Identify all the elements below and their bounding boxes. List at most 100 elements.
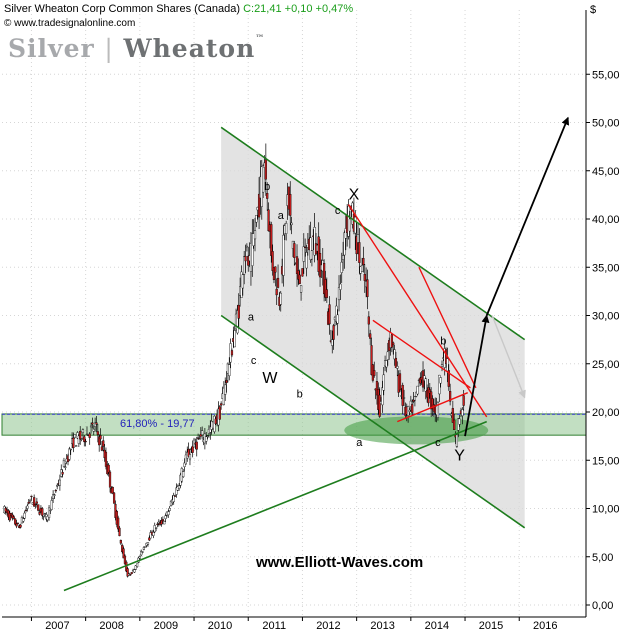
candle-body <box>355 236 358 255</box>
candle-body <box>276 277 280 288</box>
candle-body <box>198 438 201 440</box>
candle-body <box>341 255 345 260</box>
candle-body <box>462 395 465 406</box>
candle-body <box>230 350 234 356</box>
support-trendline <box>63 420 488 592</box>
candle-body <box>393 349 396 360</box>
candle-body <box>431 398 434 410</box>
candle-body <box>15 523 18 527</box>
candle-body <box>178 485 181 489</box>
candle-body <box>267 209 270 232</box>
candle-body <box>199 434 202 437</box>
candle-body <box>257 193 261 218</box>
candle-body <box>446 358 449 372</box>
projection-arrow <box>485 116 570 316</box>
candle-body <box>27 501 30 504</box>
candle-body <box>427 387 430 404</box>
candle-body <box>332 325 335 340</box>
candle-body <box>309 237 312 260</box>
candle-body <box>47 507 51 518</box>
candle-body <box>301 268 304 277</box>
candle-body <box>224 384 227 395</box>
candle-body <box>191 445 194 453</box>
candle-body <box>102 440 105 447</box>
candle-body <box>156 523 159 525</box>
y-axis: 0,00 5,00 10,00 15,00 20,00 25,00 30,00 35,00 40… <box>586 69 620 612</box>
candle-body <box>157 521 160 524</box>
candle-body <box>205 436 208 442</box>
candle-body <box>401 384 404 406</box>
candle-body <box>23 512 26 519</box>
candle-body <box>49 509 52 512</box>
candle-body <box>289 194 292 216</box>
candle-body <box>10 512 13 516</box>
support-ellipse <box>344 416 489 445</box>
candle-body <box>390 334 393 348</box>
candle-body <box>169 501 173 506</box>
candle-body <box>381 387 384 406</box>
candle-body <box>195 441 198 450</box>
y-tick-label: 30,00 <box>592 311 620 323</box>
projection-arrow <box>491 315 526 399</box>
candle-body <box>228 364 231 377</box>
candle-body <box>61 472 64 475</box>
candle-body <box>360 265 364 272</box>
candle-body <box>126 568 129 577</box>
candle-body <box>152 532 155 536</box>
candle-body <box>447 370 450 387</box>
candle-body <box>270 224 273 256</box>
instrument-title: Silver Wheaton Corp Common Shares (Canad… <box>4 3 240 15</box>
candle-body <box>42 514 45 517</box>
candle-body <box>218 406 221 420</box>
candle-body <box>412 399 415 402</box>
candle-body <box>68 448 71 460</box>
candle-body <box>396 366 399 369</box>
y-tick-label: 0,00 <box>592 600 613 612</box>
candle-body <box>92 428 95 432</box>
candle-body <box>72 437 75 449</box>
x-tick-label: 2010 <box>208 620 232 631</box>
logo-part-2: Wheaton <box>123 34 256 63</box>
resistance-trendline <box>418 266 477 389</box>
candle-body <box>75 445 78 447</box>
candle-body <box>138 556 141 559</box>
candle-body <box>206 435 209 437</box>
candle-body <box>253 230 257 240</box>
candle-body <box>28 500 32 502</box>
candle-body <box>439 377 442 384</box>
candle-body <box>146 542 150 545</box>
x-tick-label: 2014 <box>425 620 449 631</box>
x-tick-label: 2009 <box>154 620 178 631</box>
candle-body <box>148 537 151 541</box>
candle-body <box>144 546 147 548</box>
candle-body <box>440 364 444 367</box>
candle-body <box>142 547 146 550</box>
x-tick-label: 2015 <box>479 620 503 631</box>
candle-body <box>356 234 360 243</box>
candle-body <box>77 435 80 444</box>
candle-body <box>252 233 255 246</box>
candle-body <box>451 408 454 423</box>
candle-body <box>337 287 341 301</box>
candle-body <box>340 261 343 273</box>
candle-body <box>95 422 98 425</box>
candle-body <box>16 522 19 524</box>
candle-body <box>58 479 61 486</box>
candle-body <box>83 436 86 443</box>
candle-body <box>167 511 170 516</box>
x-tick-label: 2011 <box>262 620 286 631</box>
candle-body <box>274 266 277 273</box>
candle-body <box>266 193 269 199</box>
support-zone <box>1 413 587 436</box>
candle-body <box>378 394 381 417</box>
candle-body <box>85 433 89 436</box>
candle-body <box>129 574 132 576</box>
candle-body <box>100 446 103 451</box>
candle-body <box>299 285 303 293</box>
candle-body <box>392 342 395 346</box>
candle-body <box>89 425 93 428</box>
candle-body <box>56 485 59 487</box>
y-tick-label: 55,00 <box>592 69 620 81</box>
x-tick-label: 2016 <box>533 620 557 631</box>
candle-body <box>183 462 186 467</box>
